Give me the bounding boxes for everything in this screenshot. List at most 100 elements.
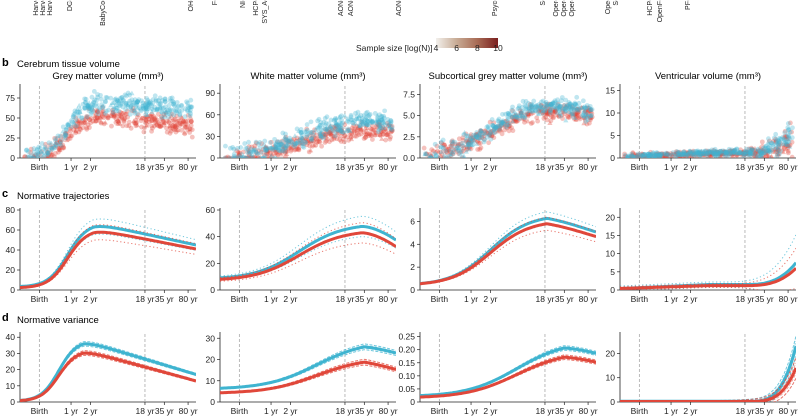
data-point	[507, 123, 512, 129]
data-point	[371, 127, 377, 133]
x-tick-label: Birth	[631, 162, 649, 172]
data-point	[487, 131, 492, 137]
data-point	[153, 98, 159, 104]
data-point	[332, 133, 338, 139]
data-point-triangle	[778, 141, 784, 147]
data-point	[256, 141, 261, 147]
data-point	[68, 125, 74, 130]
data-point	[285, 139, 290, 145]
data-point	[31, 150, 37, 155]
data-point	[106, 107, 111, 113]
data-point-triangle	[422, 151, 428, 157]
data-point-triangle	[718, 148, 725, 153]
data-point	[663, 155, 668, 158]
data-point	[337, 120, 343, 126]
data-point	[563, 108, 569, 114]
data-point	[75, 120, 80, 126]
data-point	[78, 127, 83, 133]
data-point	[49, 147, 55, 152]
data-point-triangle	[742, 151, 749, 156]
x-tick-label: 2 yr	[483, 162, 497, 172]
data-point	[82, 106, 88, 111]
x-tick-label: 18 yr	[336, 294, 355, 304]
data-point	[63, 131, 68, 137]
data-point	[706, 150, 712, 156]
data-point	[548, 106, 553, 112]
data-point	[22, 154, 28, 158]
data-point	[152, 115, 158, 121]
data-point	[57, 133, 63, 139]
data-point	[729, 150, 735, 156]
data-point	[749, 151, 755, 157]
data-point	[345, 118, 351, 124]
data-point	[747, 149, 753, 155]
x-tick-label: 80 yr	[179, 294, 198, 304]
data-point	[158, 100, 163, 106]
dataset-label: Psyc	[492, 1, 499, 17]
data-point-triangle	[57, 137, 63, 142]
data-point-triangle	[512, 108, 518, 114]
data-point	[654, 151, 660, 157]
data-point	[501, 121, 507, 127]
data-point	[94, 108, 100, 113]
data-point	[549, 101, 555, 107]
data-point	[459, 154, 465, 158]
data-point	[507, 120, 513, 126]
data-point	[123, 111, 129, 117]
data-point	[282, 145, 288, 151]
data-point	[76, 113, 82, 119]
data-point-triangle	[90, 107, 97, 112]
data-point	[66, 133, 72, 139]
band-line	[420, 216, 596, 284]
data-point	[478, 128, 484, 134]
data-point	[429, 155, 435, 158]
data-point-triangle	[296, 128, 302, 133]
data-point	[638, 155, 644, 158]
data-point	[785, 145, 791, 151]
data-point	[177, 111, 183, 117]
data-point	[463, 131, 469, 137]
data-point	[95, 94, 101, 100]
data-point	[276, 144, 282, 150]
data-point	[672, 152, 678, 157]
data-point	[227, 145, 233, 151]
data-point	[492, 126, 497, 132]
data-point	[477, 134, 483, 140]
data-point	[775, 147, 781, 152]
data-point	[644, 152, 650, 157]
data-point	[705, 150, 711, 155]
data-point	[551, 115, 556, 121]
data-point-triangle	[676, 152, 682, 157]
data-point	[743, 150, 749, 156]
data-point	[583, 119, 589, 124]
data-point	[123, 101, 129, 106]
data-point	[41, 154, 47, 158]
data-point	[553, 105, 558, 111]
data-point-triangle	[77, 109, 83, 114]
data-point	[473, 132, 479, 137]
data-point	[56, 146, 62, 151]
data-point-triangle	[158, 122, 164, 128]
data-point-triangle	[57, 147, 63, 153]
data-point	[749, 145, 754, 151]
data-point	[267, 147, 273, 152]
data-point	[62, 131, 68, 137]
data-point	[292, 142, 298, 148]
data-point	[657, 153, 663, 158]
data-point-triangle	[660, 152, 666, 157]
data-point	[729, 149, 734, 155]
data-point-triangle	[48, 140, 55, 146]
data-point	[85, 104, 91, 110]
data-point	[57, 141, 63, 146]
data-point	[487, 132, 493, 138]
data-point	[575, 110, 581, 116]
data-point-triangle	[664, 150, 670, 156]
data-point-triangle	[179, 119, 185, 124]
data-point	[557, 103, 563, 109]
data-point	[317, 136, 323, 142]
data-point	[376, 120, 382, 125]
data-point-triangle	[73, 128, 79, 134]
data-point	[515, 118, 521, 123]
data-point	[156, 123, 162, 129]
data-point	[286, 145, 291, 151]
